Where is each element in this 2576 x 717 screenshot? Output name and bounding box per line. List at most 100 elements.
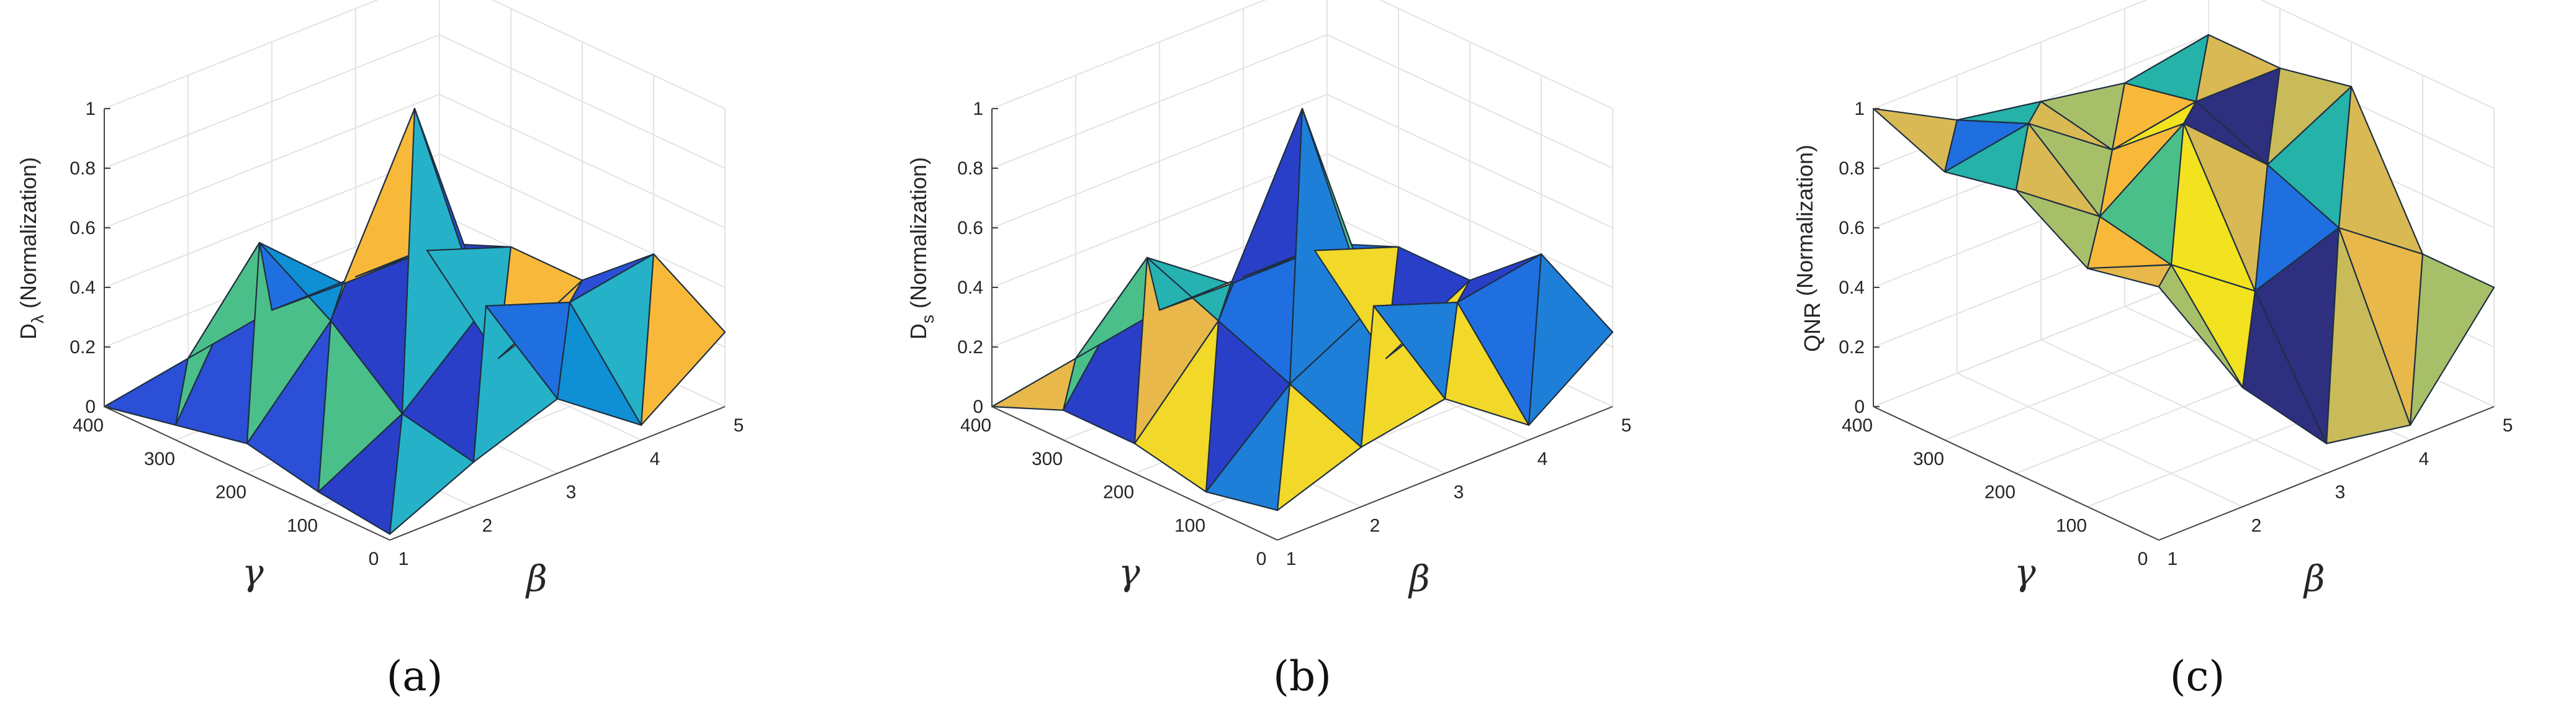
surface-facet-7 <box>2409 253 2495 426</box>
panel-c-zlabel-main: QNR <box>1799 302 1825 352</box>
gamma-tick-label-3: 300 <box>1913 449 1944 469</box>
panel-a-ylabel: β <box>525 557 547 600</box>
beta-grid-floor-1 <box>1957 372 2243 508</box>
z-tick-label-2: 0.4 <box>70 277 96 298</box>
z-tick-label-3: 0.6 <box>70 218 96 238</box>
z-tick-label-5: 1 <box>1854 99 1865 119</box>
beta-tick-label-0: 1 <box>2168 549 2178 569</box>
panel-c-gamma-ticks: 0 100 200 300 400 <box>1842 415 2148 569</box>
panel-b-surface <box>991 107 1614 512</box>
surface-facet-24 <box>991 358 1077 411</box>
panel-a-zlabel-main: D <box>16 323 41 340</box>
panel-c-axes <box>1873 109 2495 541</box>
panel-c-label: (c) <box>2170 652 2225 700</box>
beta-tick-label-4: 5 <box>734 415 744 436</box>
surface-facet-0 <box>2086 264 2173 288</box>
z-tick-label-2: 0.4 <box>957 277 983 298</box>
panel-a: 0 0.2 0.4 0.6 0.8 1 0 100 200 300 400 1 2 3 4 5 Dλ (N… <box>16 0 744 700</box>
beta-tick-label-0: 1 <box>1286 549 1297 569</box>
beta-tick-label-1: 2 <box>482 515 493 536</box>
panel-c-zlabel: QNR (Normalization) <box>1792 145 1825 352</box>
panel-b-gamma-ticks: 0 100 200 300 400 <box>960 415 1266 569</box>
z-tick-label-3: 0.6 <box>1839 218 1865 238</box>
panel-a-z-ticks: 0 0.2 0.4 0.6 0.8 1 <box>70 99 110 417</box>
beta-tick-label-3: 4 <box>1538 449 1548 469</box>
panel-b-label: (b) <box>1273 652 1331 700</box>
panel-b: 0 0.2 0.4 0.6 0.8 1 0 100 200 300 400 1 2 3 4 5 Ds (N… <box>906 0 1631 700</box>
panel-a-zlabel-rest: (Normalization) <box>16 157 41 315</box>
panel-a-zlabel: Dλ (Normalization) <box>16 157 47 340</box>
z-tick-label-4: 0.8 <box>70 158 96 179</box>
gamma-tick-label-1: 100 <box>287 515 318 536</box>
z-tick-label-4: 0.8 <box>1839 158 1865 179</box>
gamma-tick-label-3: 300 <box>1032 449 1063 469</box>
beta-tick-label-4: 5 <box>2503 415 2513 436</box>
beta-tick-label-3: 4 <box>2419 449 2430 469</box>
panel-c-zlabel-rest: (Normalization) <box>1792 145 1817 302</box>
gamma-axis-line <box>991 406 1278 541</box>
gamma-tick-label-2: 200 <box>1103 482 1134 503</box>
beta-tick-label-4: 5 <box>1621 415 1632 436</box>
gamma-tick-label-4: 400 <box>1842 415 1873 436</box>
gamma-tick-label-3: 300 <box>144 449 175 469</box>
z-tick-label-5: 1 <box>85 99 96 119</box>
gamma-tick-label-4: 400 <box>960 415 991 436</box>
gamma-tick-label-2: 200 <box>1984 482 2015 503</box>
z-tick-label-5: 1 <box>973 99 983 119</box>
z-tick-label-0: 0 <box>85 397 96 417</box>
beta-tick-label-0: 1 <box>399 549 409 569</box>
z-tick-label-2: 0.4 <box>1839 277 1865 298</box>
panel-c: 0 0.2 0.4 0.6 0.8 1 0 100 200 300 400 1 2 3 4 5 QNR (… <box>1792 0 2513 700</box>
panel-b-axes <box>991 109 1613 541</box>
beta-axis-line <box>2158 406 2495 541</box>
panel-b-beta-ticks: 1 2 3 4 5 <box>1286 415 1632 569</box>
panel-c-surface <box>1872 34 2495 444</box>
beta-tick-label-2: 3 <box>566 482 577 503</box>
beta-tick-label-2: 3 <box>2335 482 2346 503</box>
surface-facet-15 <box>2338 86 2424 255</box>
surface-facet-7 <box>640 253 726 426</box>
gamma-tick-label-4: 400 <box>73 415 104 436</box>
panel-b-ylabel: β <box>1408 557 1430 600</box>
z-tick-label-1: 0.2 <box>957 337 983 358</box>
gamma-axis-line <box>104 406 390 541</box>
surface-facet-7 <box>1528 253 1614 426</box>
beta-tick-label-1: 2 <box>2251 515 2262 536</box>
z-tick-label-1: 0.2 <box>70 337 96 358</box>
surface-facet-24 <box>1872 107 1958 173</box>
gamma-tick-label-1: 100 <box>1174 515 1205 536</box>
panel-a-beta-ticks: 1 2 3 4 5 <box>399 415 744 569</box>
panel-a-xlabel: γ <box>242 551 264 593</box>
panel-b-zlabel-sub: s <box>918 315 937 323</box>
beta-axis-line <box>389 406 726 541</box>
surface-facet-24 <box>103 358 189 426</box>
gamma-tick-label-2: 200 <box>215 482 246 503</box>
gamma-tick-label-0: 0 <box>369 549 379 569</box>
z-tick-label-3: 0.6 <box>957 218 983 238</box>
panel-b-zlabel-main: D <box>906 323 931 340</box>
beta-grid-floor-2 <box>2040 339 2327 474</box>
beta-tick-label-3: 4 <box>650 449 660 469</box>
gamma-tick-label-0: 0 <box>2138 549 2148 569</box>
surface-facet-26 <box>1956 101 2042 125</box>
panel-a-zlabel-sub: λ <box>28 315 47 323</box>
panel-c-z-ticks: 0 0.2 0.4 0.6 0.8 1 <box>1839 99 1880 417</box>
panel-c-beta-ticks: 1 2 3 4 5 <box>2168 415 2513 569</box>
panel-a-axes <box>104 109 726 541</box>
panel-b-zlabel-rest: (Normalization) <box>906 157 931 315</box>
gamma-axis-line <box>1873 406 2159 541</box>
panel-a-surface <box>103 107 726 535</box>
z-tick-label-4: 0.8 <box>957 158 983 179</box>
panel-a-gamma-ticks: 0 100 200 300 400 <box>73 415 379 569</box>
panel-c-ylabel: β <box>2303 557 2325 600</box>
beta-tick-label-2: 3 <box>1454 482 1464 503</box>
panel-a-label: (a) <box>387 652 443 700</box>
beta-tick-label-1: 2 <box>1370 515 1380 536</box>
panel-b-xlabel: γ <box>1119 551 1140 593</box>
gamma-tick-label-1: 100 <box>2056 515 2087 536</box>
panel-c-xlabel: γ <box>2014 551 2036 593</box>
z-tick-label-1: 0.2 <box>1839 337 1865 358</box>
gamma-tick-label-0: 0 <box>1256 549 1267 569</box>
panel-b-zlabel: Ds (Normalization) <box>906 157 937 340</box>
